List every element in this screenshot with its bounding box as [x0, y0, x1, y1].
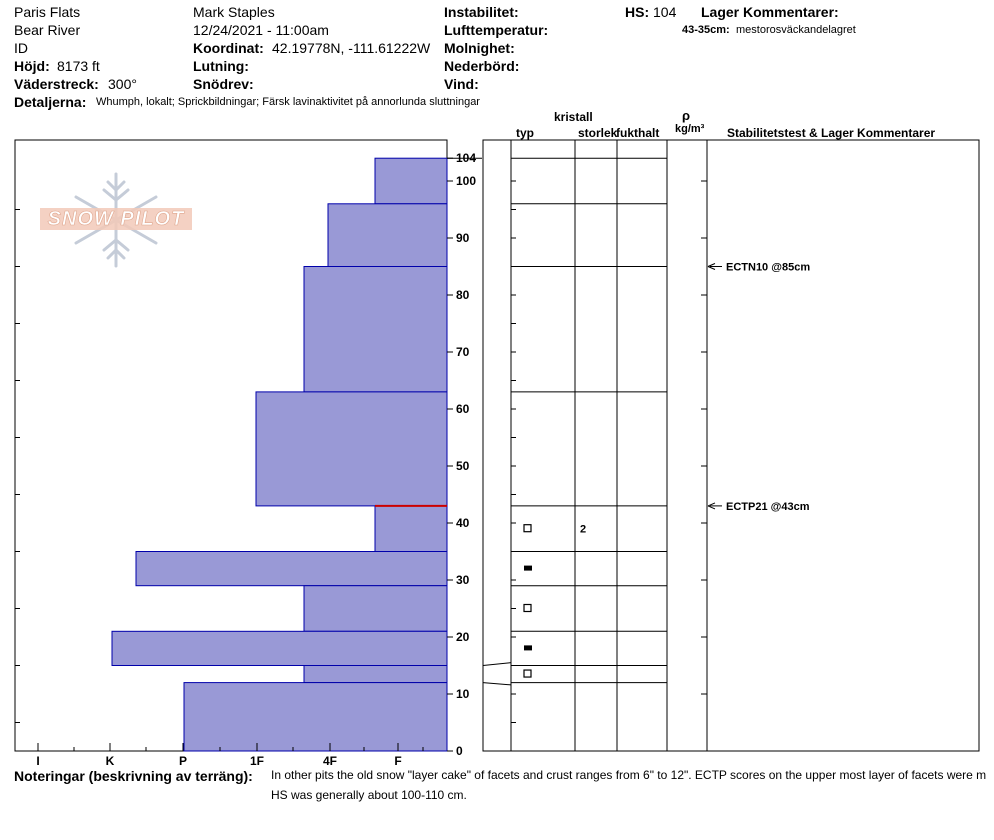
layer-comment-range: 43-35cm: [682, 24, 730, 36]
snowflake-icon [40, 172, 192, 268]
depth-tick-label: 100 [456, 174, 476, 188]
hardness-bar-10 [183, 682, 448, 752]
hardness-axis-label: 1F [250, 754, 264, 768]
details-label: Detaljerna: [14, 94, 87, 110]
layer-comment-text: mestorosväckandelagret [736, 24, 856, 36]
hardness-bar-4 [255, 391, 448, 507]
hardness-bar-7 [303, 585, 448, 632]
stability-test-label: ECTN10 @85cm [726, 262, 810, 274]
hardness-axis-label: I [36, 754, 39, 768]
grain-table-frame [482, 139, 980, 752]
drift-label: Snödrev: [193, 76, 254, 92]
depth-tick-label: 60 [456, 402, 470, 416]
density-unit: kg/m³ [675, 123, 705, 135]
depth-tick-label: 40 [456, 516, 470, 530]
depth-tick-label: 20 [456, 630, 470, 644]
type-column-header: typ [516, 126, 534, 140]
crystal-column-header: kristall [554, 110, 593, 124]
elevation-value: 8173 ft [57, 58, 100, 74]
faceted-grain-icon [523, 603, 532, 613]
notes-label: Noteringar (beskrivning av terräng): [14, 768, 253, 784]
notes-line-2: HS was generally about 100-110 cm. [271, 788, 467, 802]
snowpilot-logo-text: SNOW PILOT [47, 208, 185, 231]
depth-tick-label: 0 [456, 744, 463, 758]
hardness-axis-label: 4F [323, 754, 337, 768]
depth-tick-label: 70 [456, 345, 470, 359]
density-rho-symbol: ρ [682, 108, 691, 123]
hardness-bar-8 [111, 630, 448, 666]
hardness-axis-label: P [179, 754, 187, 768]
depth-tick-label: 30 [456, 573, 470, 587]
hardness-axis-label: F [394, 754, 401, 768]
hardness-bar-1 [374, 157, 448, 205]
depth-tick-label: 10 [456, 687, 470, 701]
depth-tick-label: 50 [456, 459, 470, 473]
hardness-bar-2 [327, 203, 448, 268]
layer-connector-line [482, 682, 512, 686]
snowpilot-logo: SNOW PILOT [38, 170, 198, 270]
crust-grain-icon [524, 565, 532, 571]
hardness-bar-5 [374, 505, 448, 552]
id-label: ID [14, 40, 28, 56]
stability-test-label: ECTP21 @43cm [726, 501, 810, 513]
moisture-column-header: fukthalt [616, 126, 660, 140]
hardness-axis-label: K [106, 754, 115, 768]
slope-label: Lutning: [193, 58, 249, 74]
location-name: Paris Flats [14, 4, 81, 20]
precipitation-label: Nederbörd: [444, 58, 520, 74]
arrow-left-icon [707, 502, 716, 510]
hardness-bar-3 [303, 266, 448, 393]
coordinate-value: 42.19778N, -111.61222W [272, 40, 431, 56]
crust-grain-icon [524, 645, 532, 651]
faceted-grain-icon [523, 669, 532, 678]
region-name: Bear River [14, 22, 81, 38]
hs-label: HS: [625, 4, 650, 20]
wind-label: Vind: [444, 76, 479, 92]
observer-name: Mark Staples [193, 4, 275, 20]
faceted-grain-icon [523, 524, 532, 533]
depth-tick-label: 80 [456, 288, 470, 302]
size-column-header: storlek [578, 126, 618, 140]
aspect-label: Väderstreck: [14, 76, 99, 92]
clouds-label: Molnighet: [444, 40, 515, 56]
instability-label: Instabilitet: [444, 4, 519, 20]
depth-tick-label: 90 [456, 231, 470, 245]
observation-datetime: 12/24/2021 - 11:00am [193, 22, 329, 38]
air-temperature-label: Lufttemperatur: [444, 22, 549, 38]
details-text: Whumph, lokalt; Sprickbildningar; Färsk … [96, 96, 480, 108]
hardness-bar-6 [135, 551, 448, 587]
aspect-value: 300° [108, 76, 137, 92]
grain-size-value: 2 [580, 524, 586, 536]
layer-connector-line [482, 662, 512, 666]
hardness-bar-9 [303, 665, 448, 684]
notes-line-1: In other pits the old snow "layer cake" … [271, 768, 987, 782]
layer-comments-label: Lager Kommentarer: [701, 4, 839, 20]
coordinate-label: Koordinat: [193, 40, 264, 56]
stability-column-header: Stabilitetstest & Lager Kommentarer [727, 126, 936, 140]
arrow-left-icon [707, 263, 716, 270]
hs-value: 104 [653, 4, 677, 20]
elevation-label: Höjd: [14, 58, 50, 74]
